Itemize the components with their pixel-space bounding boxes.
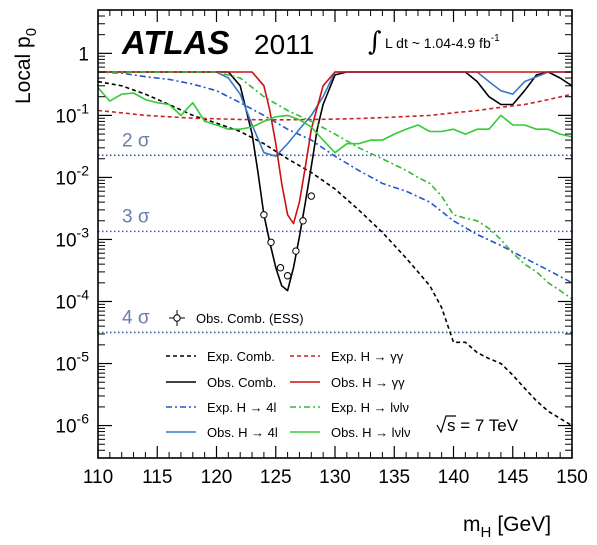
- y-tick-label: 10-5: [55, 349, 89, 376]
- x-tick-label: 125: [260, 467, 292, 488]
- experiment-label: ATLAS: [121, 24, 230, 61]
- x-tick-label: 115: [142, 467, 172, 488]
- x-tick-label: 120: [201, 467, 233, 488]
- series-line: [98, 93, 572, 121]
- sigma-label: 4 σ: [122, 307, 150, 328]
- y-tick-label: 1: [78, 44, 89, 65]
- y-tick-label: 10-2: [55, 162, 89, 189]
- legend-label: Obs. H → 4l: [207, 425, 278, 440]
- ess-markers: [260, 192, 315, 280]
- luminosity-label: L dt ~ 1.04-4.9 fb-1: [385, 33, 500, 51]
- energy-label-group: s = 7 TeV: [436, 415, 519, 435]
- legend: Exp. Comb. Exp. H → γγ Obs. Comb. Obs. H → …: [166, 349, 410, 440]
- x-ticks: 110 115 120 125 130 135 140 145 150: [83, 10, 588, 488]
- x-tick-label: 135: [378, 467, 410, 488]
- legend-label: Obs. Comb.: [207, 375, 276, 390]
- legend-label: Exp. H → lνlν: [331, 400, 409, 415]
- legend-label: Obs. H → lνlν: [331, 425, 410, 440]
- plot-area: [98, 10, 572, 458]
- integral-symbol: ∫: [368, 27, 382, 57]
- legend-label: Exp. H → 4l: [207, 400, 276, 415]
- ess-point: [292, 247, 300, 255]
- y-tick-label: 10-3: [55, 224, 89, 251]
- legend-label: Exp. H → γγ: [331, 349, 404, 364]
- y-tick-label: 10-4: [55, 286, 89, 313]
- x-tick-label: 140: [438, 467, 470, 488]
- x-tick-label: 145: [497, 467, 529, 488]
- sigma-label: 2 σ: [122, 130, 150, 151]
- sqrt-icon: [436, 415, 456, 434]
- series-line: [98, 71, 572, 225]
- ess-point: [276, 264, 285, 272]
- ess-point: [299, 217, 307, 225]
- y-tick-label: 10-1: [55, 100, 89, 127]
- series-lines: [98, 71, 572, 427]
- legend-label: Obs. H → γγ: [331, 375, 405, 390]
- ess-legend: Obs. Comb. (ESS): [169, 310, 304, 326]
- y-tick-label: 10-6: [55, 411, 89, 438]
- y-axis-title: Local p0: [12, 28, 40, 104]
- sigma-label: 3 σ: [122, 206, 150, 227]
- x-tick-label: 150: [556, 467, 588, 488]
- ess-point: [307, 192, 315, 200]
- series-line: [98, 71, 572, 300]
- series-line: [98, 71, 572, 292]
- ess-point: [260, 211, 268, 219]
- x-tick-label: 110: [83, 467, 113, 488]
- ess-legend-label: Obs. Comb. (ESS): [196, 311, 304, 326]
- x-tick-label: 130: [319, 467, 351, 488]
- x-axis-title: mH [GeV]: [463, 513, 551, 541]
- ess-point: [267, 238, 275, 247]
- series-line: [98, 71, 572, 284]
- y-ticks: 1 10-1 10-2 10-3 10-4 10-5 10-6: [55, 9, 572, 459]
- year-label: 2011: [254, 29, 314, 60]
- legend-label: Exp. Comb.: [207, 349, 275, 364]
- ess-point: [283, 272, 292, 280]
- series-line: [98, 87, 572, 154]
- energy-label: s = 7 TeV: [447, 416, 519, 435]
